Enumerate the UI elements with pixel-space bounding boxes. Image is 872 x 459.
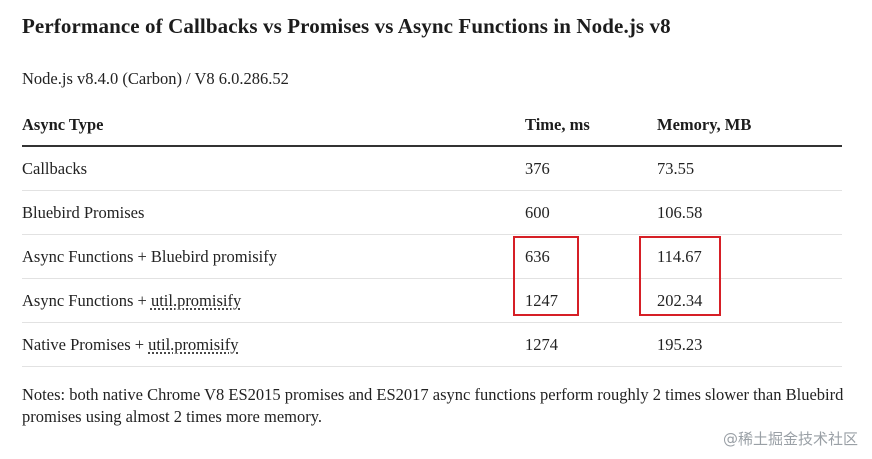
util-promisify-link[interactable]: util.promisify — [148, 334, 239, 354]
benchmark-table-container: Async Type Time, ms Memory, MB Callbacks… — [22, 104, 842, 367]
page-title: Performance of Callbacks vs Promises vs … — [22, 14, 671, 38]
async-type-text: Async Functions + — [22, 290, 151, 310]
highlight-box-memory — [639, 236, 721, 316]
cell-time: 636 — [525, 234, 657, 279]
cell-memory: 73.55 — [657, 146, 842, 191]
async-type-text: Bluebird Promises — [22, 202, 145, 222]
cell-async-type: Callbacks — [22, 146, 525, 191]
table-row: Callbacks 376 73.55 — [22, 146, 842, 191]
cell-memory: 114.67 — [657, 234, 842, 279]
page-subtitle: Node.js v8.4.0 (Carbon) / V8 6.0.286.52 — [22, 69, 289, 88]
header-time: Time, ms — [525, 104, 657, 147]
notes-paragraph: Notes: both native Chrome V8 ES2015 prom… — [22, 385, 844, 426]
util-promisify-link[interactable]: util.promisify — [150, 290, 242, 310]
async-type-text: Callbacks — [22, 158, 88, 178]
cell-async-type: Bluebird Promises — [22, 190, 525, 235]
cell-memory: 195.23 — [657, 322, 842, 367]
async-type-text: Async Functions + Bluebird promisify — [22, 246, 277, 266]
header-async-type: Async Type — [22, 104, 525, 147]
cell-memory: 106.58 — [657, 190, 842, 235]
cell-time: 1274 — [525, 322, 657, 367]
watermark: @稀土掘金技术社区 — [722, 430, 858, 448]
table-row: Bluebird Promises 600 106.58 — [22, 190, 842, 235]
header-memory: Memory, MB — [657, 104, 842, 147]
cell-async-type: Async Functions + util.promisify — [22, 278, 525, 323]
highlight-box-time — [513, 236, 579, 316]
benchmark-table: Async Type Time, ms Memory, MB Callbacks… — [22, 104, 842, 367]
table-row: Async Functions + Bluebird promisify 636… — [22, 234, 842, 279]
table-row: Native Promises + util.promisify 1274 19… — [22, 322, 842, 367]
cell-time: 376 — [525, 146, 657, 191]
cell-async-type: Async Functions + Bluebird promisify — [22, 234, 525, 279]
table-row: Async Functions + util.promisify 1247 20… — [22, 278, 842, 323]
cell-async-type: Native Promises + util.promisify — [22, 322, 525, 367]
cell-time: 1247 — [525, 278, 657, 323]
async-type-text: Native Promises + — [22, 334, 149, 354]
cell-time: 600 — [525, 190, 657, 235]
table-header-row: Async Type Time, ms Memory, MB — [22, 104, 842, 147]
